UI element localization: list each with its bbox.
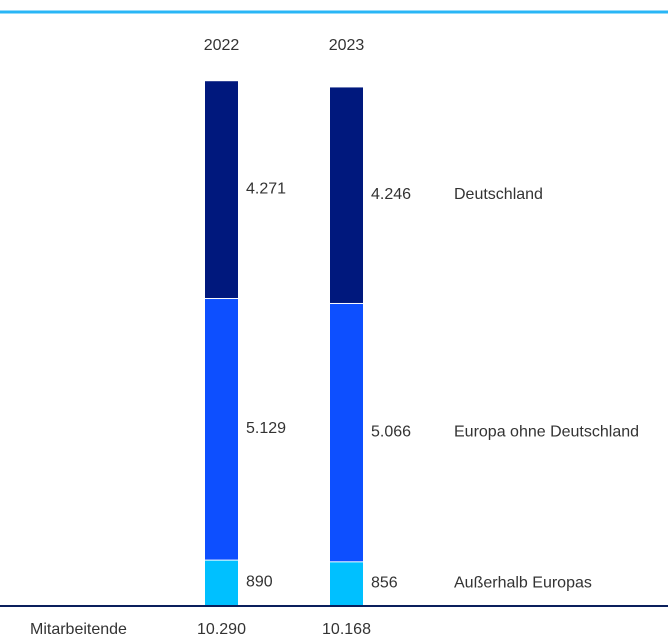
value-label: 856	[371, 574, 398, 591]
total-label: 10.168	[322, 621, 371, 638]
bar-segment	[205, 299, 238, 560]
bar-segment	[330, 303, 363, 562]
series-label: Deutschland	[454, 186, 543, 203]
value-label: 890	[246, 574, 273, 591]
bar-segment	[205, 560, 238, 605]
value-label: 5.066	[371, 423, 411, 440]
series-label: Europa ohne Deutschland	[454, 423, 639, 440]
total-label: 10.290	[197, 621, 246, 638]
series-label: Außerhalb Europas	[454, 574, 592, 591]
category-label: 2022	[204, 37, 240, 54]
bar-segment	[330, 87, 363, 303]
value-label: 4.271	[246, 180, 286, 197]
value-label: 5.129	[246, 420, 286, 437]
value-label: 4.246	[371, 186, 411, 203]
bar-segment	[330, 562, 363, 605]
totals-label: Mitarbeitende	[30, 621, 127, 638]
bar-segment	[205, 81, 238, 299]
category-label: 2023	[329, 37, 365, 54]
